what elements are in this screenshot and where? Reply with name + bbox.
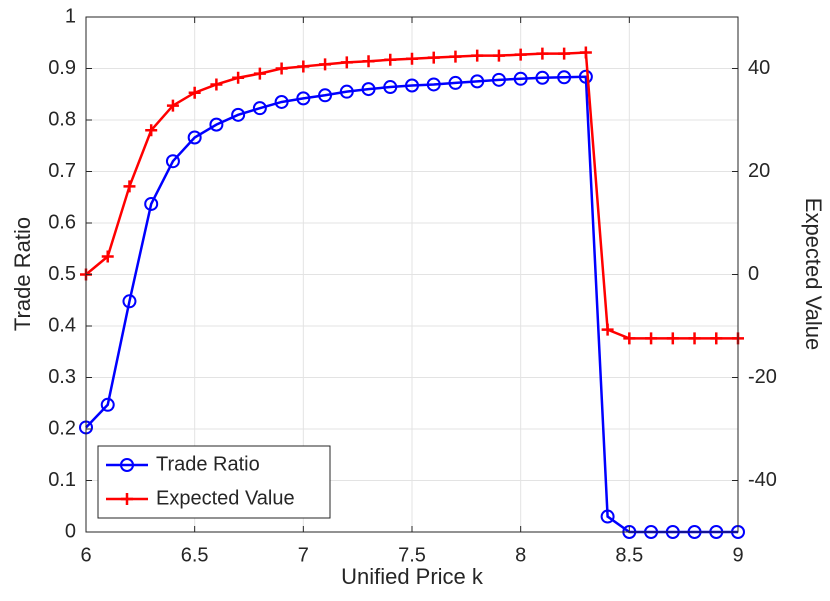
y-tick-label: 0.2 (48, 417, 76, 439)
x-tick-label: 6.5 (181, 544, 209, 566)
y-tick-label: 0.1 (48, 469, 76, 491)
plot-frame (85, 16, 739, 533)
marker (145, 124, 158, 137)
marker (210, 78, 223, 91)
y2-tick-label: 20 (748, 160, 770, 182)
y-tick-label: 0.7 (48, 160, 76, 182)
y2-tick-label: 40 (748, 57, 770, 79)
marker (578, 69, 593, 84)
marker (406, 52, 418, 65)
marker (318, 88, 333, 103)
y-tick-label: 0.5 (48, 263, 76, 285)
x-axis-label: Unified Price k (341, 564, 484, 589)
marker (535, 70, 550, 85)
marker (232, 71, 245, 84)
marker (471, 49, 484, 62)
marker (166, 99, 179, 112)
y-tick-label: 0.6 (48, 211, 76, 233)
legend-marker (121, 493, 133, 505)
y-tick-label: 0.8 (48, 108, 76, 130)
marker (231, 107, 246, 122)
marker (188, 86, 201, 99)
marker (427, 51, 440, 64)
y2-tick-label: -20 (748, 366, 777, 388)
marker (122, 294, 137, 309)
x-tick-label: 7 (298, 544, 309, 566)
marker (514, 48, 527, 61)
marker (666, 332, 679, 345)
marker (579, 46, 592, 59)
marker (384, 53, 397, 66)
legend-marker (120, 458, 134, 472)
marker (448, 75, 463, 90)
marker (339, 84, 354, 99)
marker (123, 180, 136, 193)
marker (600, 509, 615, 524)
marker (361, 82, 376, 97)
y2-tick-label: -40 (748, 469, 777, 491)
marker (383, 80, 398, 95)
y2-axis-label: Expected Value (801, 198, 826, 350)
x-tick-label: 9 (732, 544, 743, 566)
y-tick-label: 0.4 (48, 314, 76, 336)
marker (557, 70, 572, 85)
marker (340, 56, 353, 69)
marker (252, 101, 267, 116)
y-tick-label: 1 (65, 5, 76, 27)
y-tick-label: 0.3 (48, 366, 76, 388)
marker (513, 71, 528, 86)
x-tick-label: 7.5 (398, 544, 426, 566)
marker (275, 62, 288, 75)
marker (187, 130, 202, 145)
legend-box (97, 445, 331, 519)
x-tick-label: 6 (80, 544, 91, 566)
marker (688, 332, 701, 345)
marker (165, 154, 180, 169)
marker (101, 250, 114, 263)
y-tick-label: 0.9 (48, 57, 76, 79)
marker (362, 55, 375, 68)
marker (558, 47, 571, 60)
marker (297, 60, 310, 73)
legend: Trade Ratio Expected Value (97, 445, 331, 519)
x-tick-label: 8.5 (615, 544, 643, 566)
marker (209, 117, 224, 132)
x-tick-label: 8 (515, 544, 526, 566)
marker (405, 78, 419, 93)
marker (710, 332, 723, 345)
marker (426, 77, 441, 92)
marker (274, 94, 289, 109)
marker (536, 47, 549, 60)
marker (601, 323, 614, 336)
marker (144, 196, 159, 211)
marker (470, 74, 485, 89)
marker (492, 49, 505, 62)
legend-label: Expected Value (156, 487, 295, 509)
y-tick-label: 0 (65, 520, 76, 542)
legend-label: Trade Ratio (156, 453, 260, 475)
marker (296, 91, 311, 106)
marker (100, 397, 115, 412)
marker (491, 72, 506, 87)
y2-tick-label: 0 (748, 263, 759, 285)
y-axis-label: Trade Ratio (10, 217, 35, 331)
marker (253, 67, 266, 80)
marker (319, 58, 332, 71)
marker (449, 50, 462, 63)
marker (623, 332, 636, 345)
marker (645, 332, 658, 345)
